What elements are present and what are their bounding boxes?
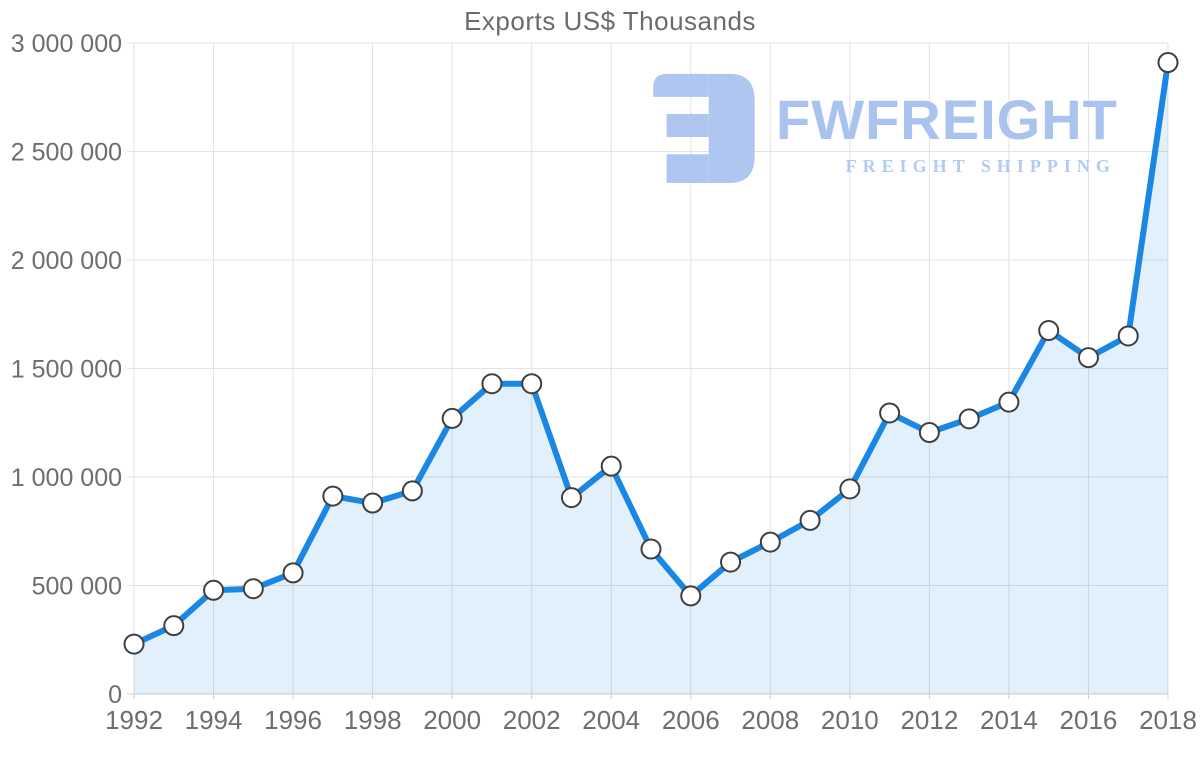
y-axis-label: 500 000 xyxy=(32,573,122,601)
x-axis-label: 1992 xyxy=(105,705,163,735)
data-point-marker[interactable] xyxy=(481,373,503,395)
data-point-marker[interactable] xyxy=(680,585,702,607)
x-axis-label: 2016 xyxy=(1060,705,1118,735)
data-point-marker[interactable] xyxy=(640,538,662,560)
data-point-marker[interactable] xyxy=(759,531,781,553)
x-axis-label: 2014 xyxy=(980,705,1038,735)
x-axis-label: 2000 xyxy=(423,705,481,735)
data-point-marker[interactable] xyxy=(123,633,145,655)
fwfreight-logo: FWFREIGHT FREIGHT SHIPPING xyxy=(648,70,1118,183)
data-point-marker[interactable] xyxy=(1038,320,1060,342)
data-point-marker[interactable] xyxy=(401,480,423,502)
data-point-marker[interactable] xyxy=(322,485,344,507)
data-point-marker[interactable] xyxy=(958,408,980,430)
data-point-marker[interactable] xyxy=(720,551,742,573)
data-point-marker[interactable] xyxy=(1117,325,1139,347)
chart-title: Exports US$ Thousands xyxy=(464,6,756,36)
data-point-marker[interactable] xyxy=(1157,52,1179,74)
y-axis-label: 2 500 000 xyxy=(11,139,122,167)
y-axis-label: 2 000 000 xyxy=(11,247,122,275)
data-point-marker[interactable] xyxy=(560,487,582,509)
data-point-marker[interactable] xyxy=(879,402,901,424)
data-point-marker[interactable] xyxy=(441,407,463,429)
x-axis-label: 1998 xyxy=(344,705,402,735)
y-axis-label: 1 000 000 xyxy=(11,464,122,492)
y-axis-label: 0 xyxy=(108,681,122,709)
x-axis-label: 1996 xyxy=(264,705,322,735)
data-point-marker[interactable] xyxy=(203,579,225,601)
data-point-marker[interactable] xyxy=(918,422,940,444)
data-point-marker[interactable] xyxy=(521,373,543,395)
x-axis-label: 2018 xyxy=(1139,705,1197,735)
area-fill xyxy=(134,62,1168,694)
x-axis-label: 1994 xyxy=(185,705,243,735)
x-axis-label: 2006 xyxy=(662,705,720,735)
data-point-marker[interactable] xyxy=(282,562,304,584)
y-axis-label: 1 500 000 xyxy=(11,356,122,384)
x-axis-label: 2010 xyxy=(821,705,879,735)
y-axis-label: 3 000 000 xyxy=(11,30,122,58)
data-point-marker[interactable] xyxy=(600,455,622,477)
x-axis-label: 2008 xyxy=(741,705,799,735)
x-axis-label: 2002 xyxy=(503,705,561,735)
fwfreight-logo-icon xyxy=(653,73,755,183)
logo-brand-text: FWFREIGHT xyxy=(776,88,1118,151)
data-point-marker[interactable] xyxy=(799,509,821,531)
data-point-marker[interactable] xyxy=(1077,347,1099,369)
data-point-marker[interactable] xyxy=(163,615,185,637)
data-point-marker[interactable] xyxy=(362,492,384,514)
x-axis-label: 2004 xyxy=(582,705,640,735)
logo-tagline-text: FREIGHT SHIPPING xyxy=(845,156,1116,176)
data-point-marker[interactable] xyxy=(998,391,1020,413)
data-point-marker[interactable] xyxy=(242,578,264,600)
x-axis-label: 2012 xyxy=(900,705,958,735)
data-point-marker[interactable] xyxy=(839,478,861,500)
